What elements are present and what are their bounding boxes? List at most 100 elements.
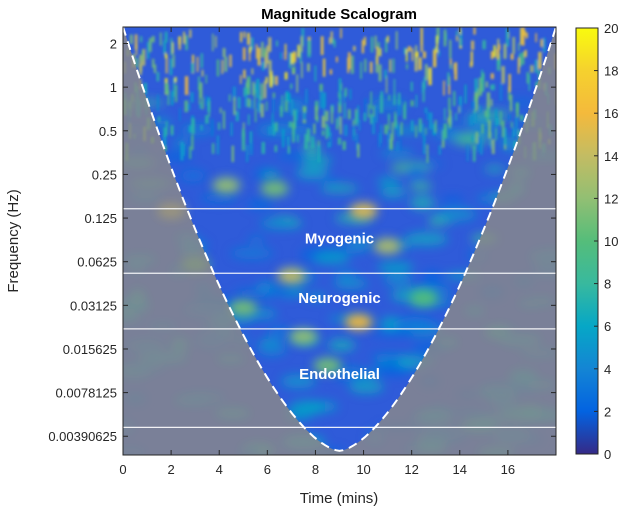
noise-streak: [490, 51, 494, 60]
noise-streak: [139, 54, 143, 72]
x-tick-label: 2: [167, 462, 174, 477]
texture-blob: [388, 127, 431, 134]
noise-streak: [388, 94, 391, 101]
noise-streak: [395, 31, 398, 50]
noise-streak: [139, 63, 142, 76]
noise-streak: [447, 72, 450, 86]
noise-streak: [535, 81, 539, 88]
noise-streak: [387, 113, 391, 120]
noise-streak: [260, 83, 264, 101]
noise-streak: [211, 118, 214, 137]
colorbar-axis: 0 2 4 6 8 10 12 14 16 18 20: [594, 21, 618, 462]
noise-streak: [280, 52, 282, 60]
noise-streak: [321, 130, 325, 136]
noise-streak: [184, 76, 189, 95]
noise-streak: [514, 117, 519, 136]
noise-streak: [326, 126, 331, 137]
texture-blob: [280, 374, 316, 389]
noise-streak: [297, 44, 300, 58]
noise-streak: [543, 37, 546, 53]
x-tick-label: 16: [501, 462, 515, 477]
noise-streak: [290, 83, 293, 90]
noise-streak: [329, 69, 333, 75]
texture-blob: [434, 207, 477, 222]
noise-streak: [459, 29, 463, 47]
noise-streak: [372, 105, 375, 117]
hotspot: [344, 313, 373, 330]
noise-streak: [374, 35, 377, 49]
noise-streak: [336, 118, 339, 130]
noise-streak: [257, 102, 260, 111]
noise-streak: [407, 46, 411, 52]
noise-streak: [448, 110, 452, 127]
texture-blob: [477, 194, 497, 203]
noise-streak: [320, 36, 324, 56]
noise-streak: [212, 33, 214, 52]
y-axis: 2 1 0.5 0.25 0.125 0.0625 0.03125 0.015625 0.007…: [48, 37, 556, 444]
noise-streak: [296, 134, 299, 143]
colorbar-tick-label: 14: [604, 149, 618, 164]
noise-streak: [170, 125, 174, 135]
texture-blob: [379, 186, 406, 198]
texture-blob: [257, 123, 299, 137]
x-tick-label: 0: [119, 462, 126, 477]
noise-streak: [491, 139, 495, 155]
noise-streak: [516, 102, 519, 118]
noise-streak: [498, 44, 501, 50]
noise-streak: [272, 75, 275, 85]
noise-streak: [313, 123, 316, 134]
noise-streak: [338, 102, 342, 114]
noise-streak: [299, 47, 302, 64]
noise-streak: [169, 58, 173, 76]
noise-streak: [455, 36, 459, 42]
noise-streak: [343, 102, 346, 119]
noise-streak: [247, 32, 250, 45]
noise-streak: [453, 63, 456, 74]
noise-streak: [484, 110, 487, 117]
noise-streak: [172, 54, 175, 68]
noise-streak: [388, 118, 390, 131]
noise-streak: [265, 76, 268, 84]
noise-streak: [311, 136, 315, 149]
noise-streak: [339, 116, 342, 135]
noise-streak: [178, 37, 182, 50]
texture-blob: [349, 380, 384, 394]
noise-streak: [142, 49, 146, 66]
noise-streak: [165, 82, 168, 94]
band-label: Neurogenic: [298, 290, 381, 307]
noise-streak: [489, 134, 492, 149]
noise-streak: [307, 39, 311, 58]
noise-streak: [321, 115, 326, 129]
noise-streak: [252, 81, 255, 96]
texture-blob: [307, 292, 327, 301]
noise-streak: [327, 141, 330, 148]
noise-streak: [156, 72, 160, 82]
texture-blob: [263, 288, 296, 295]
texture-blob: [320, 183, 359, 193]
noise-streak: [314, 65, 317, 82]
noise-streak: [449, 59, 452, 69]
noise-streak: [333, 40, 336, 48]
noise-streak: [398, 92, 401, 105]
y-tick-label: 0.125: [84, 211, 117, 226]
noise-streak: [141, 50, 144, 61]
cone-of-influence-line: [123, 27, 556, 452]
hotspot: [277, 267, 306, 284]
noise-streak: [475, 93, 479, 109]
noise-streak: [380, 91, 384, 97]
noise-streak: [249, 131, 253, 150]
noise-streak: [279, 106, 283, 118]
texture-blob: [346, 238, 374, 251]
noise-streak: [372, 116, 376, 135]
noise-streak: [411, 48, 414, 62]
noise-streak: [443, 29, 447, 47]
noise-streak: [418, 57, 422, 71]
noise-streak: [490, 84, 493, 90]
noise-streak: [288, 93, 291, 103]
noise-streak: [307, 63, 310, 72]
noise-streak: [291, 52, 294, 65]
colorbar-tick-label: 8: [604, 277, 611, 292]
noise-streak: [184, 100, 188, 113]
noise-streak: [216, 59, 220, 77]
